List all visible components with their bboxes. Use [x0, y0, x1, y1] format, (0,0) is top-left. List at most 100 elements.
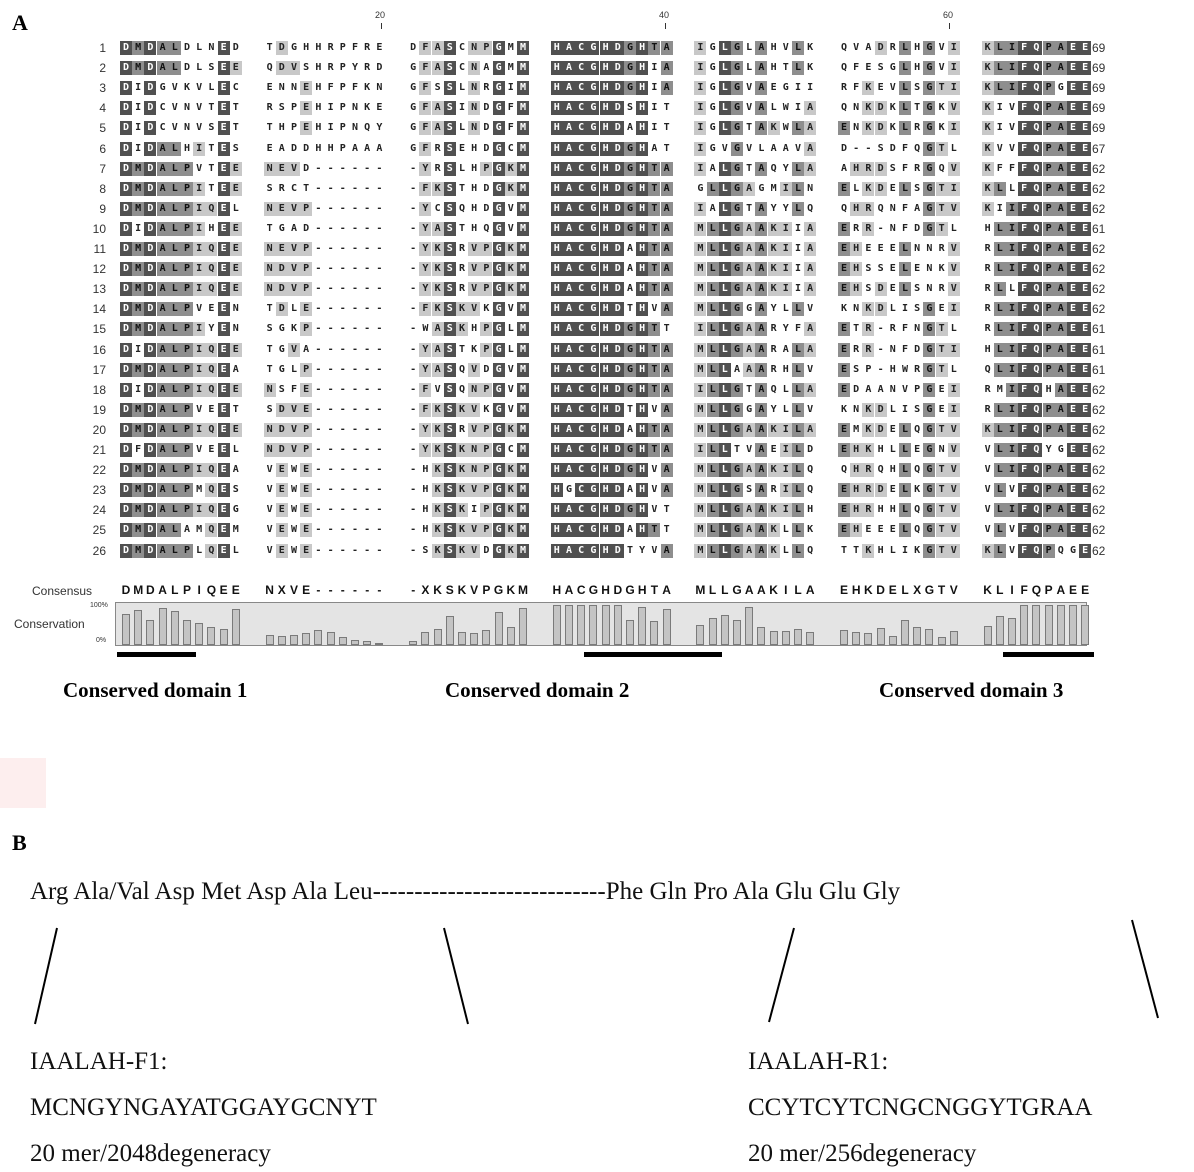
residue: V [947, 101, 960, 116]
residue: G [492, 161, 505, 176]
residue: D [611, 201, 624, 216]
residue: E [877, 82, 884, 94]
residue: D [611, 121, 624, 136]
residue: G [1057, 82, 1064, 94]
residue: L [168, 141, 181, 156]
residue: N [208, 42, 215, 53]
residue: D [483, 182, 490, 194]
residue: H [636, 61, 649, 76]
residue: Y [419, 221, 432, 236]
residue: T [935, 201, 948, 216]
residue: Q [914, 142, 921, 154]
residue: T [232, 102, 239, 114]
residue: H [471, 202, 478, 214]
residue: H [636, 101, 649, 116]
residue: P [1042, 221, 1055, 236]
residue: I [193, 141, 206, 156]
residue: Q [1030, 101, 1043, 116]
residue: T [458, 182, 466, 194]
residue: E [1067, 81, 1079, 96]
residue: A [755, 161, 768, 176]
primer-f-left-line [34, 927, 58, 1025]
residue: T [935, 221, 948, 236]
residue: L [168, 161, 181, 176]
sequence-index: 6 [99, 141, 106, 156]
residue: L [792, 41, 804, 55]
residue: - [351, 222, 359, 234]
residue: P [181, 201, 193, 216]
residue: H [636, 41, 649, 55]
residue: H [599, 201, 612, 216]
residue: L [718, 101, 731, 116]
residue: G [731, 121, 743, 136]
residue: N [183, 102, 191, 114]
residue: L [792, 61, 804, 76]
residue: T [648, 201, 661, 216]
residue: A [156, 242, 169, 256]
residue: I [1006, 61, 1018, 76]
residue: - [410, 162, 417, 174]
residue: K [889, 122, 896, 134]
residue: Q [1030, 161, 1043, 176]
residue: G [731, 81, 743, 96]
sequence-index: 2 [99, 61, 106, 76]
residue: K [938, 102, 945, 114]
residue: G [159, 82, 166, 94]
residue: T [266, 222, 273, 234]
residue: A [660, 61, 673, 76]
residue: G [923, 121, 936, 136]
residue: S [303, 62, 310, 74]
sequence-length: 69 [1092, 61, 1106, 76]
residue: I [193, 242, 206, 256]
residue: E [1079, 41, 1092, 55]
residue: Y [376, 122, 383, 134]
residue: D [611, 181, 624, 196]
residue: N [263, 242, 276, 256]
residue: H [770, 42, 777, 53]
residue: - [327, 162, 334, 174]
residue: Y [770, 202, 777, 214]
residue: L [458, 82, 466, 94]
residue: S [877, 62, 884, 74]
residue: A [351, 142, 359, 154]
residue: M [517, 141, 529, 156]
residue: L [196, 42, 203, 53]
residue: L [718, 181, 731, 196]
residue: L [706, 221, 719, 236]
residue: F [419, 141, 432, 156]
residue: V [746, 142, 753, 154]
sequence-index: 11 [93, 242, 106, 256]
residue: G [624, 201, 636, 216]
residue: E [1067, 141, 1079, 156]
residue: A [1054, 101, 1067, 116]
residue: D [275, 41, 288, 55]
residue: A [660, 41, 673, 55]
residue: G [624, 221, 636, 236]
residue: D [120, 141, 132, 156]
sequence-index: 9 [99, 201, 106, 216]
residue: H [850, 201, 863, 216]
residue: L [899, 61, 911, 76]
sequence-length: 62 [1092, 201, 1106, 216]
residue: V [171, 82, 178, 94]
residue: I [458, 102, 466, 114]
residue: E [1079, 221, 1092, 236]
residue: D [144, 101, 157, 116]
residue: F [351, 82, 359, 94]
residue: K [981, 161, 994, 176]
residue: D [483, 122, 490, 134]
residue: A [660, 221, 673, 236]
residue: L [718, 221, 731, 236]
residue: I [1006, 221, 1018, 236]
residue: D [120, 101, 132, 116]
residue: L [208, 82, 215, 94]
residue: S [914, 82, 921, 94]
residue: R [889, 42, 896, 53]
residue: E [229, 161, 242, 176]
residue: L [746, 42, 753, 53]
residue: P [1042, 181, 1055, 196]
residue: I [1006, 81, 1018, 96]
residue: - [339, 202, 346, 214]
residue: D [483, 142, 490, 154]
residue: M [132, 242, 145, 256]
